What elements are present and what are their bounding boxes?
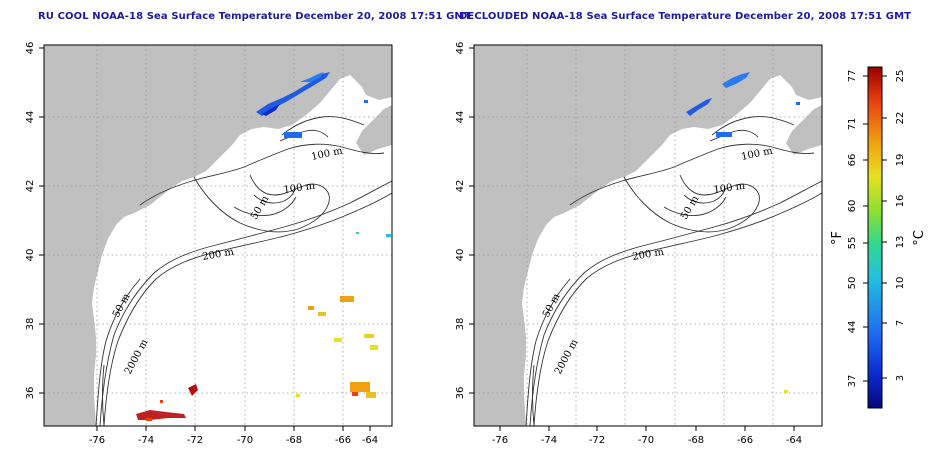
- contour-label: 100 m: [713, 181, 746, 196]
- x-tick-label: -64: [786, 435, 802, 446]
- y-tick-label: 42: [25, 180, 36, 193]
- x-tick-label: -68: [688, 435, 704, 446]
- celsius-tick: 22: [895, 112, 906, 125]
- colorbar-fahrenheit-labels: 77 71 66 60 55 50 44 37: [847, 70, 858, 388]
- celsius-tick: 3: [895, 375, 906, 381]
- celsius-tick: 19: [895, 154, 906, 167]
- y-tick-label: 44: [455, 111, 466, 124]
- x-tick-label: -76: [89, 435, 105, 446]
- right-map-frame: [473, 44, 823, 427]
- colorbar-ticks: [863, 75, 887, 382]
- fahrenheit-tick: 60: [847, 200, 858, 213]
- left-y-tick-labels: 46 44 42 40 38 36: [25, 42, 36, 400]
- y-tick-label: 38: [455, 318, 466, 331]
- y-tick-label: 42: [455, 180, 466, 193]
- y-tick-label: 46: [455, 42, 466, 55]
- y-tick-label: 46: [25, 42, 36, 55]
- left-map-frame: [43, 44, 393, 427]
- contour-label: 100 m: [283, 181, 316, 196]
- x-tick-label: -72: [187, 435, 203, 446]
- fahrenheit-tick: 50: [847, 277, 858, 290]
- x-tick-label: -74: [138, 435, 154, 446]
- fahrenheit-tick: 44: [847, 321, 858, 334]
- y-tick-label: 40: [455, 249, 466, 262]
- colorbar-celsius-labels: 25 22 19 16 13 10 7 3: [895, 70, 906, 382]
- fahrenheit-tick: 71: [847, 118, 858, 131]
- x-tick-label: -74: [541, 435, 557, 446]
- fahrenheit-unit-label: °F: [830, 231, 845, 245]
- left-panel-title: RU COOL NOAA-18 Sea Surface Temperature …: [38, 11, 472, 22]
- y-tick-label: 40: [25, 249, 36, 262]
- x-tick-label: -66: [737, 435, 753, 446]
- left-sst-pixels: [136, 72, 391, 421]
- y-tick-label: 44: [25, 111, 36, 124]
- right-x-tick-labels: -76 -74 -72 -70 -68 -66 -64: [492, 435, 802, 446]
- right-sst-pixels: [686, 72, 800, 393]
- celsius-tick: 25: [895, 70, 906, 83]
- y-tick-label: 36: [25, 387, 36, 400]
- colorbar-gradient: [867, 66, 883, 409]
- colorbar: 77 71 66 60 55 50 44 37 25 22 19 16 13 1…: [830, 66, 927, 409]
- fahrenheit-tick: 55: [847, 237, 858, 250]
- x-tick-label: -72: [589, 435, 605, 446]
- x-tick-label: -66: [335, 435, 351, 446]
- celsius-tick: 7: [895, 320, 906, 326]
- x-tick-label: -64: [362, 435, 378, 446]
- x-tick-label: -70: [638, 435, 654, 446]
- celsius-tick: 13: [895, 236, 906, 249]
- x-tick-label: -76: [492, 435, 508, 446]
- right-map-panel: 100 m 100 m 50 m 200 m 50 m 2000 m -76 -…: [455, 42, 823, 446]
- right-panel-title: DECLOUDED NOAA-18 Sea Surface Temperatur…: [459, 11, 912, 22]
- y-tick-label: 36: [455, 387, 466, 400]
- celsius-unit-label: °C: [912, 230, 927, 246]
- left-map-panel: 100 m 100 m 50 m 200 m 50 m 2000 m -76 -…: [25, 42, 393, 446]
- y-tick-label: 38: [25, 318, 36, 331]
- celsius-tick: 16: [895, 195, 906, 208]
- x-tick-label: -68: [286, 435, 302, 446]
- right-y-tick-labels: 46 44 42 40 38 36: [455, 42, 466, 400]
- fahrenheit-tick: 66: [847, 154, 858, 167]
- left-axis-ticks: [39, 47, 371, 431]
- fahrenheit-tick: 37: [847, 375, 858, 388]
- left-x-tick-labels: -76 -74 -72 -70 -68 -66 -64: [89, 435, 378, 446]
- fahrenheit-tick: 77: [847, 70, 858, 83]
- right-axis-ticks: [469, 47, 795, 431]
- x-tick-label: -70: [237, 435, 253, 446]
- celsius-tick: 10: [895, 277, 906, 290]
